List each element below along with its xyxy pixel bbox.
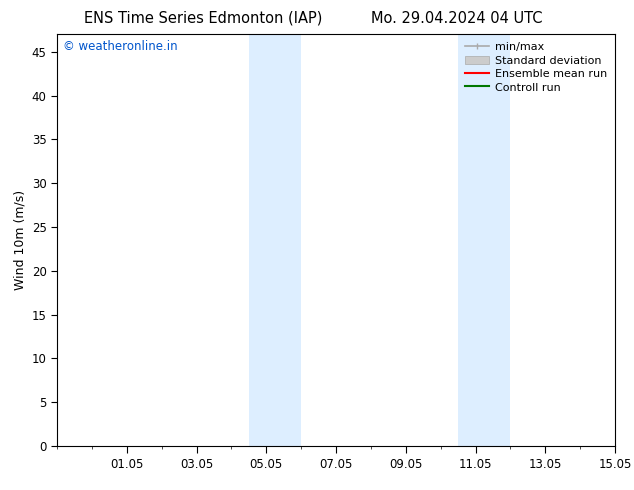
Text: © weatheronline.in: © weatheronline.in: [63, 41, 178, 53]
Y-axis label: Wind 10m (m/s): Wind 10m (m/s): [13, 190, 26, 290]
Text: Mo. 29.04.2024 04 UTC: Mo. 29.04.2024 04 UTC: [371, 11, 542, 26]
Legend: min/max, Standard deviation, Ensemble mean run, Controll run: min/max, Standard deviation, Ensemble me…: [460, 38, 612, 97]
Bar: [249, 34, 301, 446]
Text: ENS Time Series Edmonton (IAP): ENS Time Series Edmonton (IAP): [84, 11, 322, 26]
Bar: [458, 34, 510, 446]
